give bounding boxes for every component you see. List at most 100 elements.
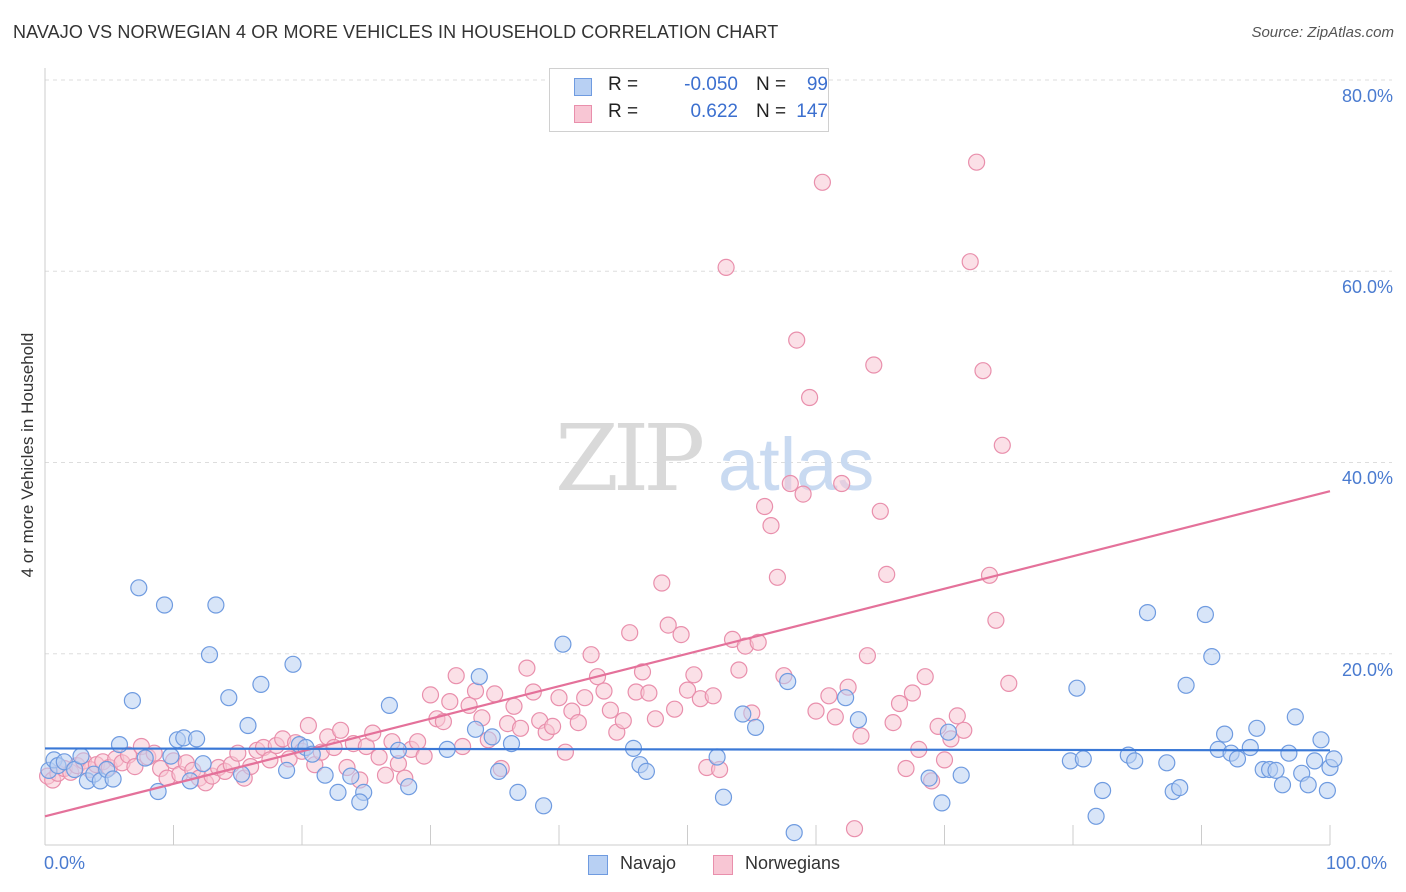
navajo-point — [1312, 731, 1330, 749]
stats-box: R = -0.050 N = 99 R = 0.622 N = 147 — [549, 68, 829, 132]
navajo-point — [220, 689, 238, 707]
navajo-point — [1068, 679, 1086, 697]
trend-lines — [44, 490, 1331, 818]
norwegians-point — [659, 616, 677, 634]
navajo-point — [155, 596, 174, 614]
norwegians-point — [543, 717, 562, 736]
x-tick-label: 100.0% — [1326, 853, 1388, 873]
norwegians-point — [878, 565, 896, 584]
navajo-point — [1171, 778, 1189, 797]
norwegians-point — [890, 694, 909, 713]
norwegians-swatch — [574, 105, 592, 123]
navajo-point — [637, 762, 656, 781]
norwegians-point — [633, 663, 652, 681]
navajo-point — [1228, 750, 1247, 768]
norwegians-point — [409, 733, 427, 751]
navajo-point — [252, 675, 270, 694]
chart-title: NAVAJO VS NORWEGIAN 4 OR MORE VEHICLES I… — [13, 22, 779, 42]
norwegians-point — [653, 574, 671, 592]
r-value: -0.050 — [684, 74, 738, 95]
navajo-point — [708, 748, 726, 766]
navajo-point — [400, 778, 418, 796]
y-tick-label: 20.0% — [1341, 660, 1393, 680]
navajo-point — [162, 747, 180, 765]
norwegians-point — [961, 253, 979, 271]
norwegians-point — [826, 708, 844, 726]
norwegians-point — [550, 689, 568, 707]
norwegians-point — [556, 743, 575, 761]
watermark-zip: ZIP — [555, 405, 702, 512]
norwegians-legend-swatch — [713, 855, 733, 875]
legend-label: Norwegians — [745, 853, 841, 873]
navajo-point — [130, 579, 148, 597]
navajo-point — [194, 755, 212, 773]
norwegians-point — [466, 682, 485, 700]
norwegians-point — [916, 668, 934, 686]
norwegians-trend-line — [44, 490, 1331, 818]
navajo-point — [389, 741, 407, 759]
norwegians-point — [788, 331, 806, 349]
navajo-point — [534, 797, 553, 815]
norwegians-point — [595, 682, 613, 700]
navajo-point — [1280, 744, 1298, 762]
navajo-point — [351, 793, 369, 811]
norwegians-point — [370, 748, 388, 766]
norwegians-point — [665, 700, 684, 718]
norwegians-point — [852, 727, 870, 745]
norwegians-point — [871, 502, 889, 520]
navajo-point — [284, 655, 302, 673]
norwegians-point — [813, 173, 832, 191]
n-label: N = — [756, 74, 787, 95]
n-value: 147 — [796, 101, 828, 122]
norwegians-point — [865, 356, 883, 374]
legend-label: Navajo — [620, 853, 677, 873]
navajo-point — [1203, 647, 1221, 666]
norwegians-point — [511, 719, 530, 737]
navajo-point — [1241, 738, 1259, 757]
navajo-point — [734, 705, 752, 723]
navajo-point — [1074, 750, 1092, 768]
y-tick-label: 60.0% — [1341, 277, 1393, 297]
norwegians-point — [762, 516, 780, 535]
norwegians-point — [948, 707, 966, 725]
navajo-point — [1087, 807, 1105, 825]
navajo-point — [1215, 725, 1234, 743]
navajo-point — [554, 635, 572, 653]
norwegians-point — [967, 153, 986, 171]
norwegians-point — [614, 712, 632, 730]
navajo-point — [188, 730, 206, 748]
grid-lines — [45, 79, 1392, 655]
navajo-point — [1305, 752, 1324, 770]
norwegians-point — [755, 497, 774, 516]
norwegians-point — [730, 661, 748, 679]
norwegians-point — [993, 436, 1011, 454]
navajo-point — [1325, 750, 1343, 768]
navajo-swatch — [574, 78, 592, 96]
navajo-point — [714, 788, 733, 806]
norwegians-point — [833, 474, 851, 493]
navajo-point — [1196, 605, 1215, 624]
navajo-point — [490, 762, 508, 781]
norwegians-point — [447, 667, 465, 685]
navajo-point — [207, 596, 225, 614]
norwegians-point — [794, 485, 812, 503]
navajo-point — [933, 794, 951, 812]
r-label: R = — [608, 101, 639, 122]
navajo-point — [342, 767, 360, 785]
navajo-point — [104, 770, 122, 788]
navajo-point — [1318, 781, 1337, 800]
norwegians-point — [672, 625, 690, 644]
source-credit: Source: ZipAtlas.com — [1251, 24, 1394, 41]
norwegians-point — [704, 687, 722, 705]
x-tick-label: 0.0% — [44, 853, 86, 873]
navajo-trend-line — [44, 747, 1331, 752]
norwegians-point — [781, 474, 799, 493]
navajo-point — [952, 766, 970, 784]
navajo-point — [316, 766, 334, 784]
navajo-point — [785, 823, 803, 842]
navajo-point — [939, 723, 958, 741]
norwegians-point — [974, 362, 992, 380]
norwegians-point — [576, 689, 594, 707]
norwegians-point — [582, 646, 600, 664]
r-value: 0.622 — [690, 101, 738, 122]
